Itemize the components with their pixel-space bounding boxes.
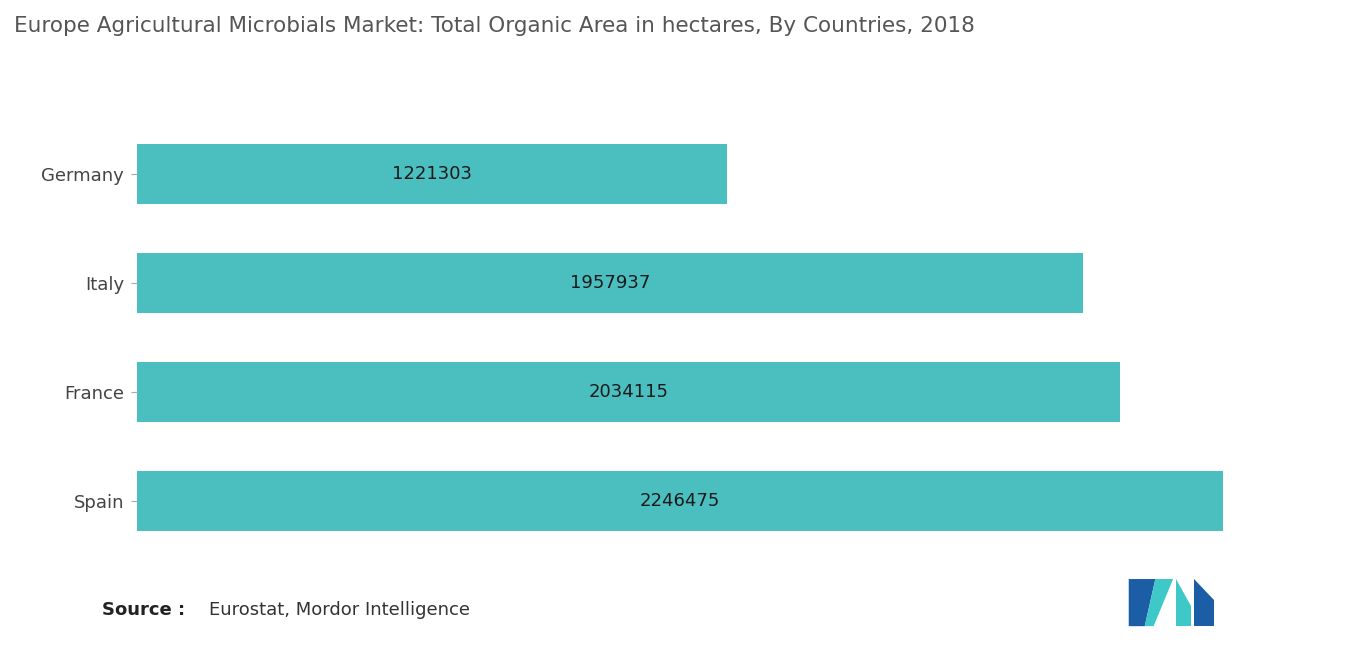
Text: Europe Agricultural Microbials Market: Total Organic Area in hectares, By Countr: Europe Agricultural Microbials Market: T… <box>14 16 974 37</box>
Text: 1221303: 1221303 <box>392 165 471 183</box>
Bar <box>137 253 1083 313</box>
Polygon shape <box>1176 579 1191 605</box>
Bar <box>137 362 1120 422</box>
Bar <box>137 144 727 204</box>
Polygon shape <box>1176 579 1191 626</box>
Text: 2034115: 2034115 <box>589 383 668 401</box>
Text: 2246475: 2246475 <box>639 492 720 510</box>
Polygon shape <box>1194 579 1214 600</box>
Text: Source :: Source : <box>102 601 186 619</box>
Text: Eurostat, Mordor Intelligence: Eurostat, Mordor Intelligence <box>209 601 470 619</box>
Text: 1957937: 1957937 <box>570 274 650 292</box>
Polygon shape <box>1145 579 1173 626</box>
Bar <box>137 471 1223 531</box>
Polygon shape <box>1194 579 1214 626</box>
Polygon shape <box>1128 579 1156 626</box>
